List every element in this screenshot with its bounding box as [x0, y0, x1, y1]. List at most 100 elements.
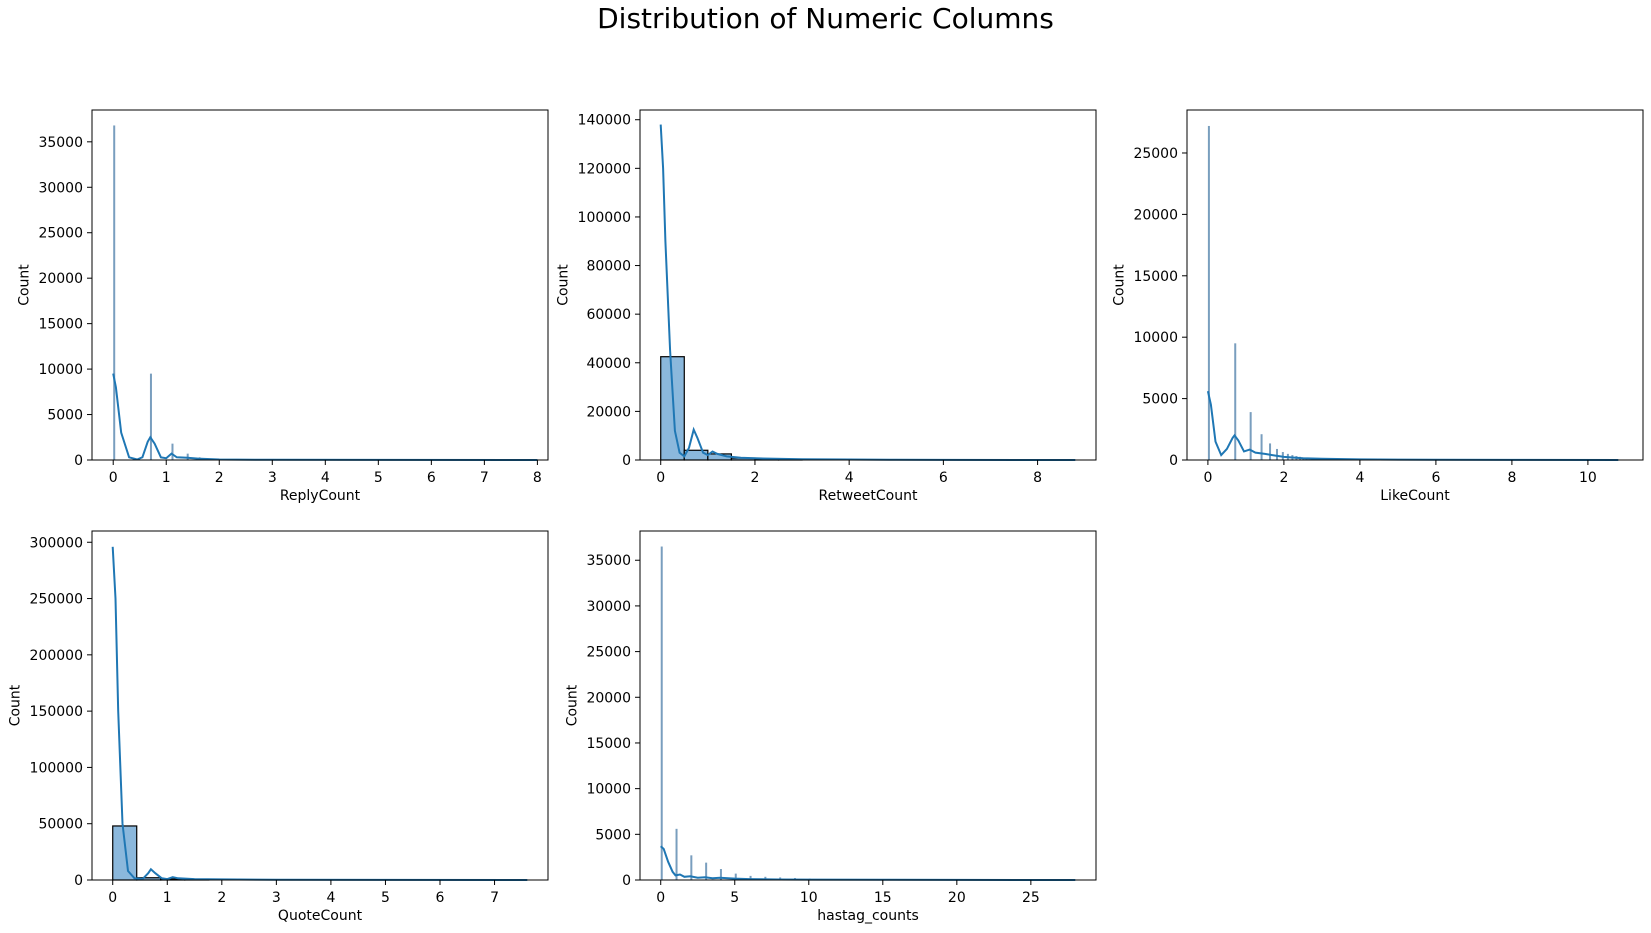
y-tick-label: 40000	[586, 356, 631, 372]
y-tick-label: 0	[74, 453, 83, 469]
x-tick-label: 1	[162, 470, 171, 486]
x-tick-label: 0	[1203, 470, 1212, 486]
axes-frame	[1186, 109, 1644, 461]
histogram-bar	[112, 825, 138, 881]
x-tick-label: 4	[1355, 470, 1364, 486]
x-tick-label: 8	[1033, 470, 1042, 486]
y-axis-label: Count	[8, 684, 24, 726]
x-tick-label: 7	[490, 890, 499, 906]
x-tick-label: 6	[436, 890, 445, 906]
subplot-4: 0 1 2 3 4 5 6 7 0 50000 100000 150000 200000 250000 30…	[8, 530, 549, 924]
y-tick-label: 300000	[30, 535, 83, 551]
y-tick-label: 30000	[38, 180, 83, 196]
y-tick-label: 0	[1169, 453, 1178, 469]
subplot-1: 0 1 2 3 4 5 6 7 8 0 5000 10000 15000 20000 25000 30000 3…	[17, 109, 549, 504]
y-tick-label: 100000	[30, 760, 83, 776]
x-tick-label: 20	[948, 890, 966, 906]
y-tick-label: 5000	[47, 408, 83, 424]
x-tick-label: 8	[1507, 470, 1516, 486]
x-tick-label: 0	[656, 890, 665, 906]
x-tick-label: 4	[321, 470, 330, 486]
x-tick-label: 6	[427, 470, 436, 486]
x-tick-label: 25	[1022, 890, 1040, 906]
axes-frame	[91, 530, 549, 881]
y-tick-label: 5000	[595, 827, 631, 843]
x-tick-label: 3	[272, 890, 281, 906]
kde-line	[660, 845, 1076, 881]
x-tick-label: 2	[215, 470, 224, 486]
y-tick-label: 250000	[30, 592, 83, 608]
x-tick-label: 0	[109, 470, 118, 486]
y-tick-label: 5000	[1142, 392, 1178, 408]
y-tick-label: 30000	[586, 599, 631, 615]
subplot-2: 0 2 4 6 8 0 20000 40000 60000 80000 100000 120000 14…	[556, 109, 1097, 504]
kde-line	[659, 124, 1076, 461]
x-tick-label: 7	[480, 470, 489, 486]
x-tick-label: 1	[163, 890, 172, 906]
histogram-bar	[1269, 443, 1272, 460]
y-tick-label: 35000	[38, 135, 83, 151]
subplot-3: 0 2 4 6 8 10 0 5000 10000 15000 20000 25000 LikeCoun…	[1112, 109, 1644, 504]
histogram-bar	[660, 546, 663, 880]
histogram-bar	[705, 862, 708, 880]
y-tick-label: 25000	[586, 645, 631, 661]
y-tick-label: 50000	[38, 817, 83, 833]
x-tick-label: 4	[845, 470, 854, 486]
y-tick-label: 10000	[1133, 330, 1178, 346]
histogram-bar	[719, 869, 722, 880]
y-tick-label: 20000	[586, 404, 631, 420]
y-tick-label: 35000	[586, 553, 631, 569]
histogram-bar	[734, 873, 737, 880]
histogram-bar	[1249, 412, 1252, 460]
x-tick-label: 5	[730, 890, 739, 906]
x-tick-label: 6	[939, 470, 948, 486]
y-tick-label: 150000	[30, 704, 83, 720]
axes-frame	[639, 530, 1097, 881]
y-tick-label: 15000	[586, 736, 631, 752]
histogram-bar	[1260, 434, 1263, 460]
histogram-bar	[1234, 343, 1237, 460]
kde-line	[112, 373, 538, 461]
kde-line	[111, 546, 528, 881]
x-tick-label: 2	[750, 470, 759, 486]
x-tick-label: 4	[326, 890, 335, 906]
x-tick-label: 6	[1431, 470, 1440, 486]
y-tick-label: 0	[74, 873, 83, 889]
histogram-bar	[171, 443, 174, 460]
x-tick-label: 10	[1579, 470, 1597, 486]
x-tick-label: 3	[268, 470, 277, 486]
y-tick-label: 120000	[578, 161, 631, 177]
y-tick-label: 80000	[586, 259, 631, 275]
x-tick-label: 2	[217, 890, 226, 906]
x-tick-label: 8	[533, 470, 542, 486]
y-tick-label: 20000	[1133, 207, 1178, 223]
subplot-5: 0 5 10 15 20 25 0 5000 10000 15000 20000 25000 30000…	[565, 530, 1097, 924]
y-axis-label: Count	[1112, 264, 1128, 306]
figure-title: Distribution of Numeric Columns	[597, 2, 1054, 35]
x-tick-label: 2	[1279, 470, 1288, 486]
y-tick-label: 60000	[586, 307, 631, 323]
x-axis-label: ReplyCount	[280, 488, 361, 504]
histogram-bar	[113, 125, 116, 461]
x-tick-label: 0	[656, 470, 665, 486]
x-tick-label: 15	[874, 890, 892, 906]
y-tick-label: 140000	[578, 113, 631, 129]
y-tick-label: 15000	[38, 317, 83, 333]
y-axis-label: Count	[556, 264, 572, 306]
y-tick-label: 20000	[38, 271, 83, 287]
x-axis-label: QuoteCount	[278, 908, 363, 924]
histogram-bar	[1275, 448, 1278, 460]
y-tick-label: 0	[622, 873, 631, 889]
histogram-bar	[660, 356, 685, 461]
y-tick-label: 20000	[586, 690, 631, 706]
kde-line	[1206, 390, 1619, 461]
x-tick-label: 0	[108, 890, 117, 906]
x-tick-label: 5	[381, 890, 390, 906]
y-axis-label: Count	[17, 264, 33, 306]
histogram-bar	[690, 855, 693, 880]
y-tick-label: 25000	[1133, 146, 1178, 162]
y-tick-label: 10000	[586, 782, 631, 798]
histogram-bar	[749, 875, 752, 880]
histogram-bar	[149, 373, 152, 460]
